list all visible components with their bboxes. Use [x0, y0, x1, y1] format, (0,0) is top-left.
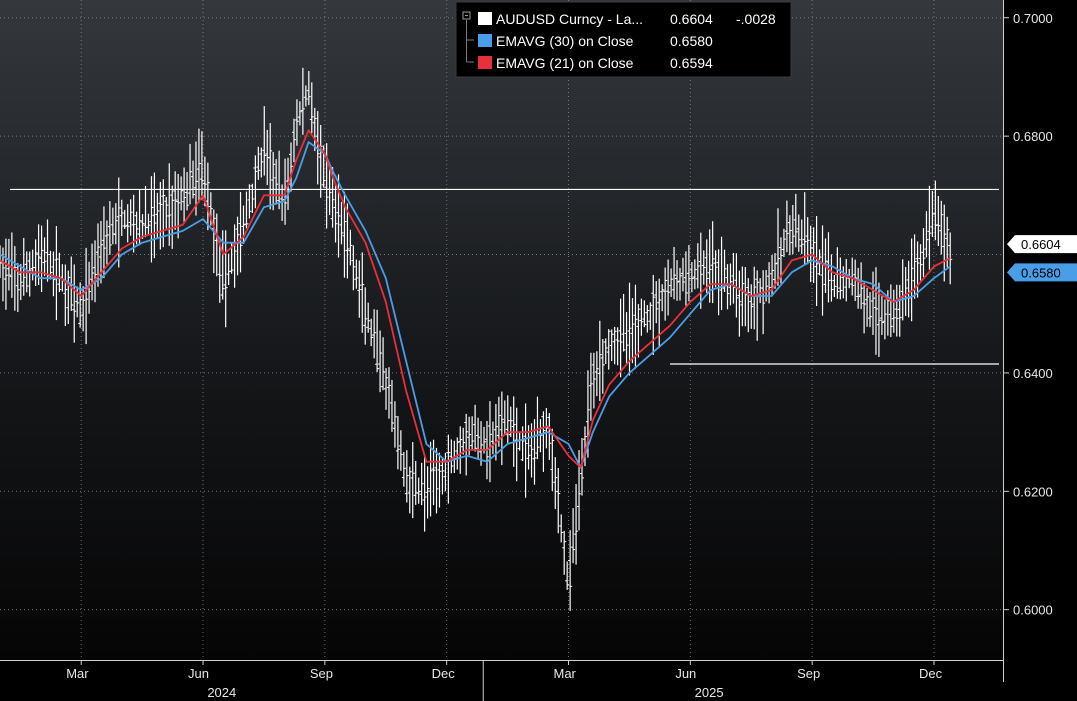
x-tick-label-2: Sep [310, 666, 333, 681]
x-tick-label-7: Dec [919, 666, 943, 681]
axes: 0.7000 0.6800 0.6400 0.6200 0.6000 Mar Jun Sep D… [0, 0, 1053, 701]
value-tag-label-0: 0.6604 [1021, 237, 1061, 252]
x-tick-label-0: Mar [66, 666, 89, 681]
y-tick-label-2: 0.6400 [1013, 366, 1053, 381]
legend-change-0: -.0028 [736, 11, 776, 27]
x-year-label-0: 2024 [207, 685, 236, 700]
y-tick-label-3: 0.6200 [1013, 484, 1053, 499]
legend-value-2: 0.6594 [670, 55, 713, 71]
x-tick-label-4: Mar [554, 666, 577, 681]
y-tick-label-0: 0.7000 [1013, 11, 1053, 26]
legend-value-1: 0.6580 [670, 33, 713, 49]
series-line-2 [0, 129, 951, 469]
legend-swatch-2 [478, 56, 492, 69]
legend[interactable]: AUDUSD Curncy - La... 0.6604 -.0028 EMAVG (… [455, 1, 792, 78]
y-tick-label-1: 0.6800 [1013, 129, 1053, 144]
legend-collapse-icon [462, 11, 471, 20]
x-tick-label-3: Dec [432, 666, 456, 681]
price-bars [0, 67, 953, 611]
x-year-label-1: 2025 [695, 685, 724, 700]
x-tick-label-6: Sep [797, 666, 820, 681]
legend-box [455, 1, 792, 78]
legend-label-2: EMAVG (21) on Close [496, 55, 634, 71]
value-tags: 0.6604 0.6580 [1007, 235, 1077, 282]
plot-background [0, 0, 1003, 660]
x-tick-label-1: Jun [188, 666, 209, 681]
legend-label-0: AUDUSD Curncy - La... [496, 11, 643, 27]
legend-value-0: 0.6604 [670, 11, 713, 27]
axis-background [1003, 0, 1077, 701]
legend-swatch-1 [478, 34, 492, 47]
x-tick-label-5: Jun [675, 666, 696, 681]
x-axis-background [0, 660, 1003, 701]
value-tag-bg-1 [1007, 263, 1077, 282]
value-tag-label-1: 0.6580 [1021, 265, 1061, 280]
series-line-1 [0, 141, 951, 469]
value-tag-bg-0 [1007, 235, 1077, 254]
series-lines [0, 129, 951, 469]
legend-label-1: EMAVG (30) on Close [496, 33, 634, 49]
y-tick-label-4: 0.6000 [1013, 603, 1053, 618]
legend-swatch-0 [478, 12, 492, 25]
